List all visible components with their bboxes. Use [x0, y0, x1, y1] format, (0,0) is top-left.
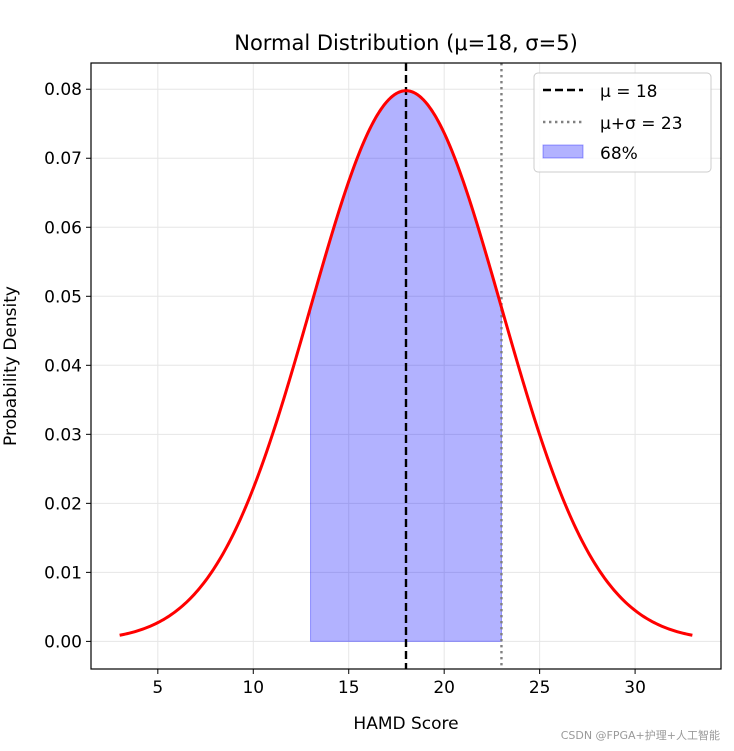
y-tick-label: 0.07: [44, 149, 82, 169]
legend-fill-swatch: [542, 144, 584, 159]
y-tick-label: 0.04: [44, 356, 82, 376]
chart-title: Normal Distribution (μ=18, σ=5): [234, 31, 578, 55]
x-tick-label: 30: [624, 678, 646, 698]
legend-mean-label: μ = 18: [600, 82, 658, 102]
y-tick-label: 0.06: [44, 218, 82, 238]
x-tick-label: 5: [152, 678, 163, 698]
y-tick-label: 0.01: [44, 563, 82, 583]
y-tick-label: 0.02: [44, 494, 82, 514]
density-curve: [119, 89, 693, 637]
legend-sigma-label: μ+σ = 23: [600, 114, 683, 134]
x-ticks: 5 10 15 20 25 30: [152, 669, 646, 698]
legend-fill-label: 68%: [600, 144, 638, 164]
x-tick-label: 15: [338, 678, 360, 698]
x-tick-label: 20: [433, 678, 455, 698]
y-axis-label: Probability Density: [1, 286, 21, 446]
x-tick-label: 25: [529, 678, 551, 698]
y-tick-label: 0.08: [44, 80, 82, 100]
plot-marks: [119, 63, 693, 669]
legend-box: [533, 72, 712, 173]
y-tick-label: 0.00: [44, 632, 82, 652]
watermark: CSDN @FPGA+护理+人工智能: [561, 728, 720, 742]
y-ticks: 0.00 0.01 0.02 0.03 0.04 0.05 0.06 0.07 0.08: [44, 80, 91, 652]
legend: μ = 18 μ+σ = 23 68%: [533, 72, 712, 173]
x-axis-label: HAMD Score: [353, 714, 458, 734]
y-tick-label: 0.05: [44, 287, 82, 307]
y-tick-label: 0.03: [44, 425, 82, 445]
x-tick-label: 10: [242, 678, 264, 698]
axes-frame: [90, 62, 722, 670]
